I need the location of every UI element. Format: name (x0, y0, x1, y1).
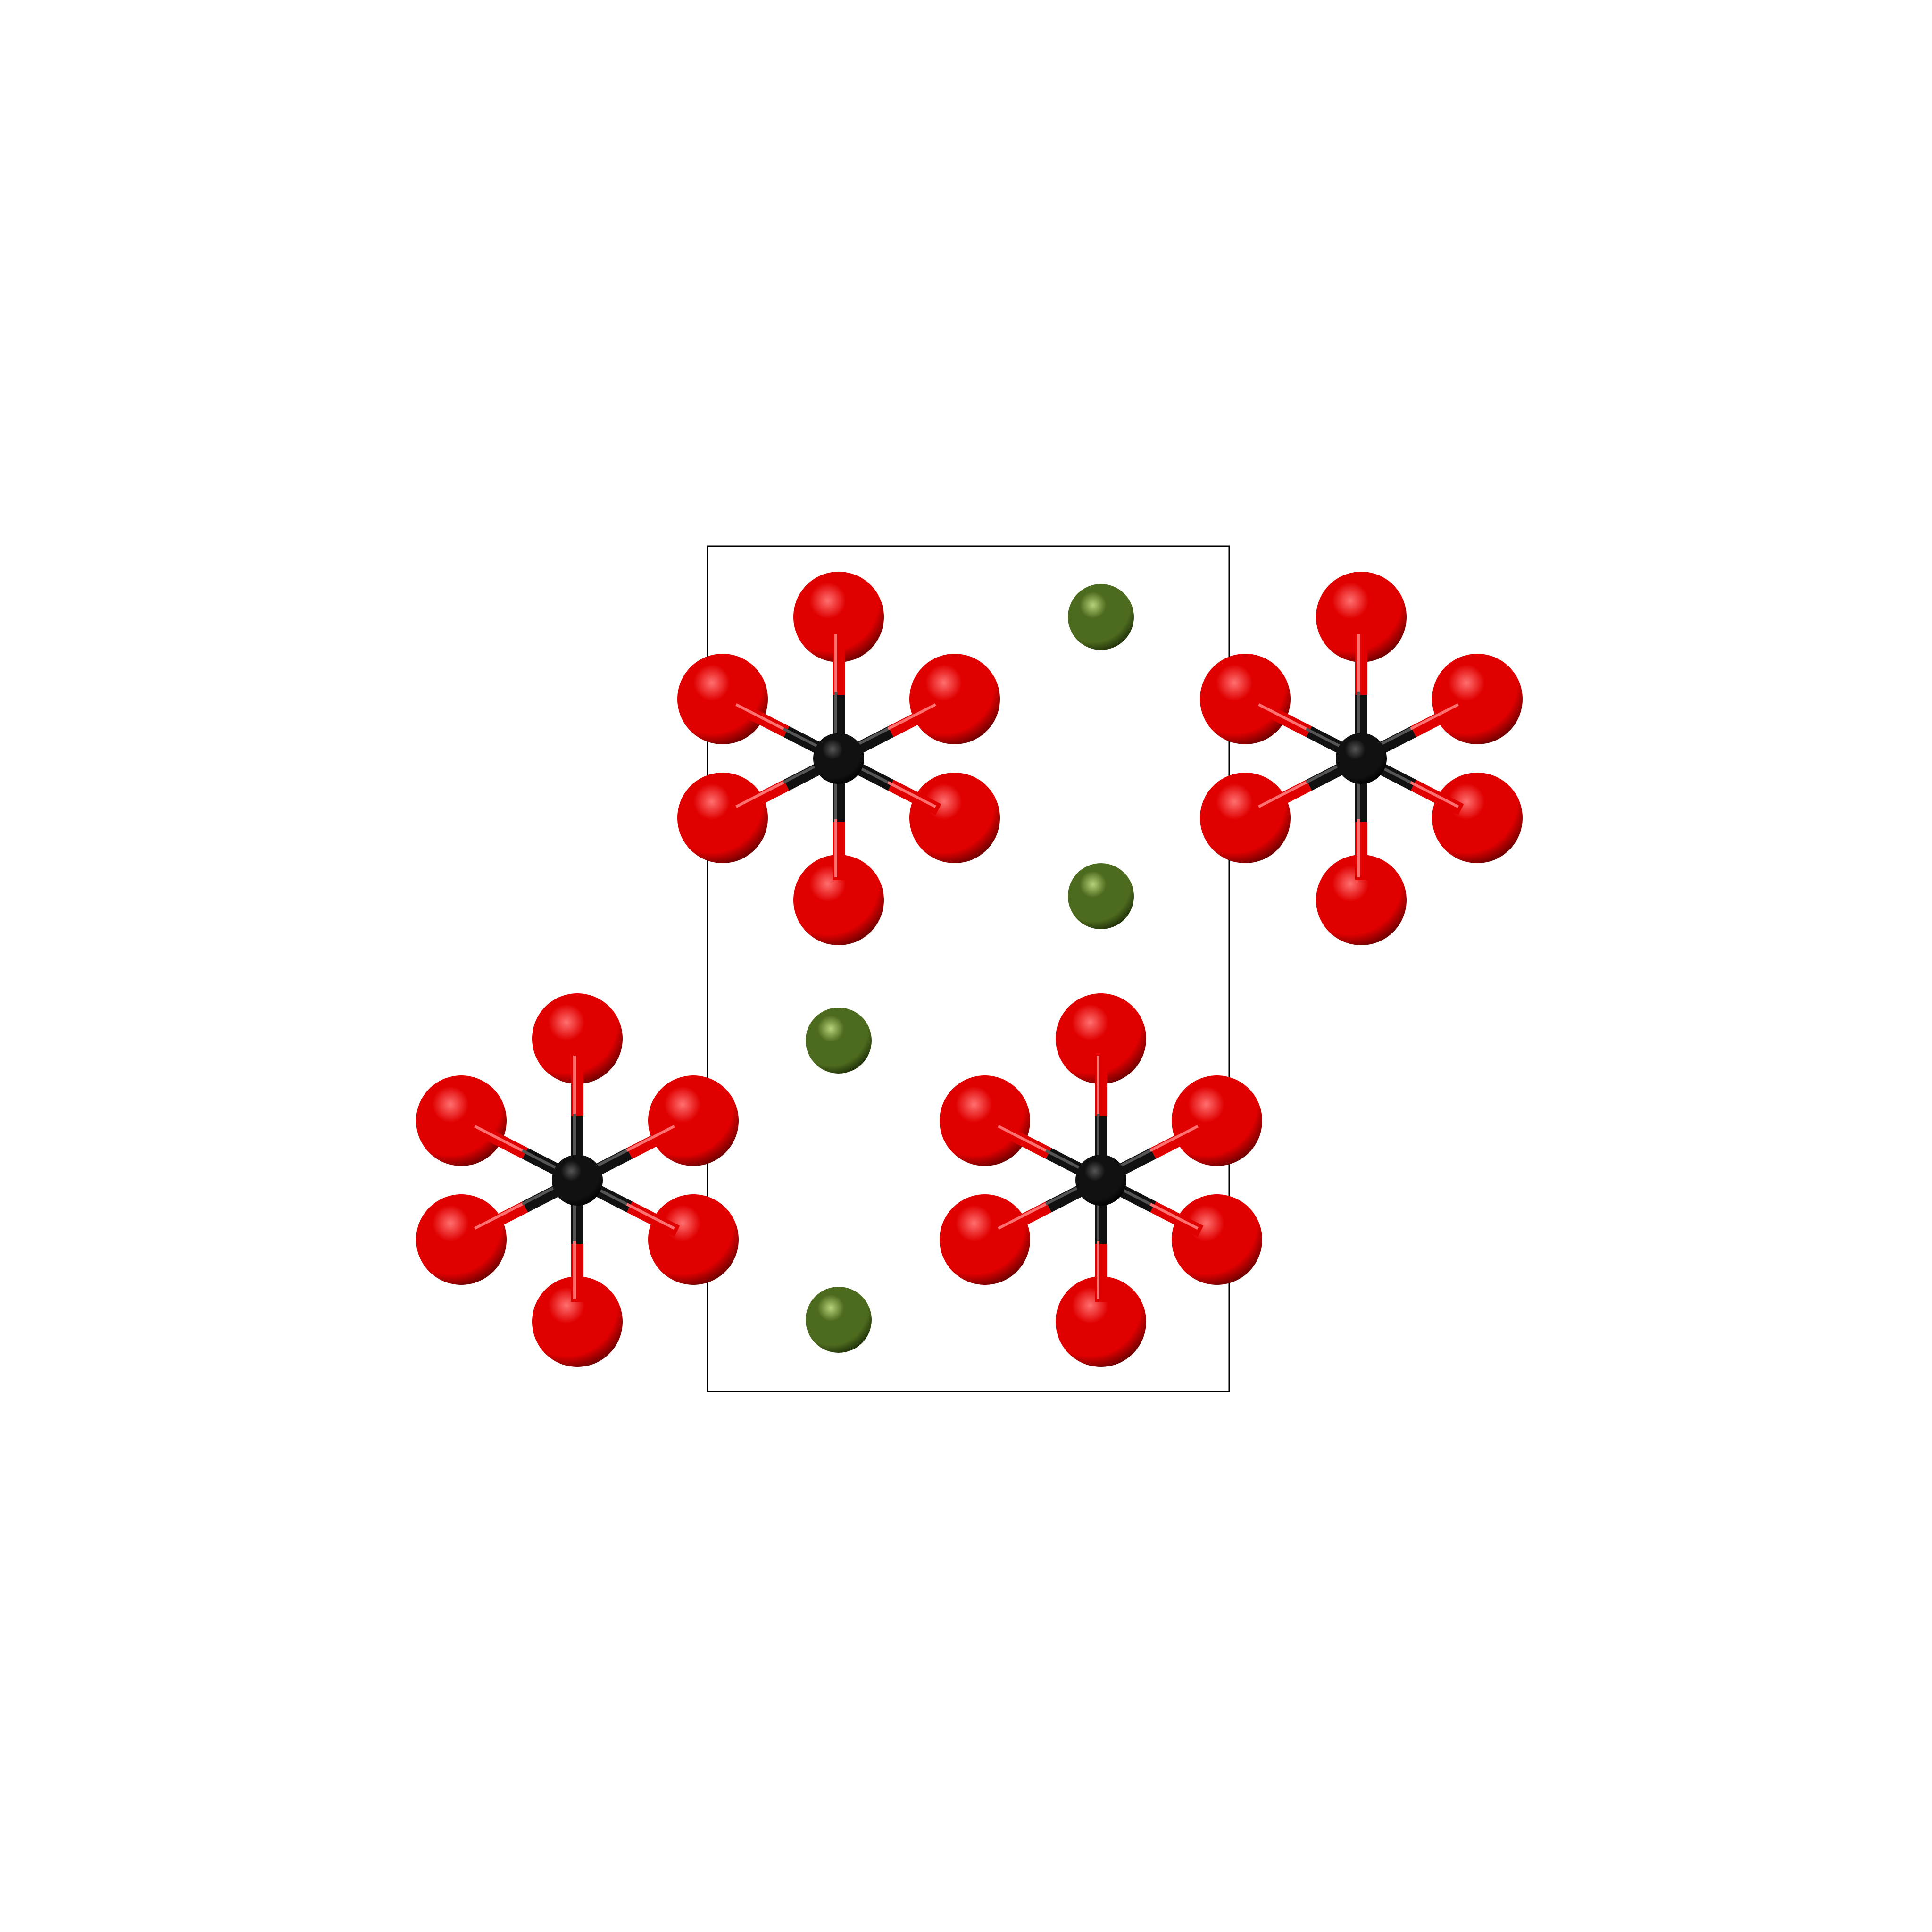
oxygen-atom (1056, 1276, 1146, 1367)
oxygen-atom (677, 654, 768, 744)
oxygen-atom (909, 654, 1000, 744)
octahedron-1 (677, 572, 1000, 945)
oxygen-atom (532, 993, 623, 1084)
octahedral-center-atom (1336, 733, 1387, 784)
octahedron-2 (1200, 572, 1523, 945)
oxygen-atom (793, 572, 884, 662)
oxygen-atom (1200, 654, 1291, 744)
octahedral-center-atom (552, 1155, 603, 1206)
octahedral-center-atom (813, 733, 864, 784)
oxygen-atom (1172, 1194, 1262, 1285)
oxygen-atom (1172, 1075, 1262, 1166)
oxygen-atom (1200, 773, 1291, 863)
oxygen-atom (648, 1194, 739, 1285)
cation-2 (1068, 863, 1134, 929)
cation-3 (806, 1008, 872, 1074)
oxygen-atom (793, 855, 884, 945)
cation-4 (806, 1287, 872, 1353)
oxygen-atom (648, 1075, 739, 1166)
oxygen-atom (532, 1276, 623, 1367)
octahedron-4 (940, 993, 1262, 1367)
octahedral-center-atom (1075, 1155, 1126, 1206)
oxygen-atom (1316, 572, 1407, 662)
oxygen-atom (1432, 773, 1523, 863)
oxygen-atom (909, 773, 1000, 863)
oxygen-atom (1432, 654, 1523, 744)
oxygen-atom (416, 1194, 507, 1285)
unit-cell-outline (707, 545, 1230, 1392)
atoms-and-bonds (416, 572, 1523, 1367)
octahedron-3 (416, 993, 739, 1367)
oxygen-atom (416, 1075, 507, 1166)
cation-1 (1068, 584, 1134, 650)
oxygen-atom (940, 1075, 1030, 1166)
oxygen-atom (940, 1194, 1030, 1285)
oxygen-atom (1316, 855, 1407, 945)
oxygen-atom (1056, 993, 1146, 1084)
oxygen-atom (677, 773, 768, 863)
